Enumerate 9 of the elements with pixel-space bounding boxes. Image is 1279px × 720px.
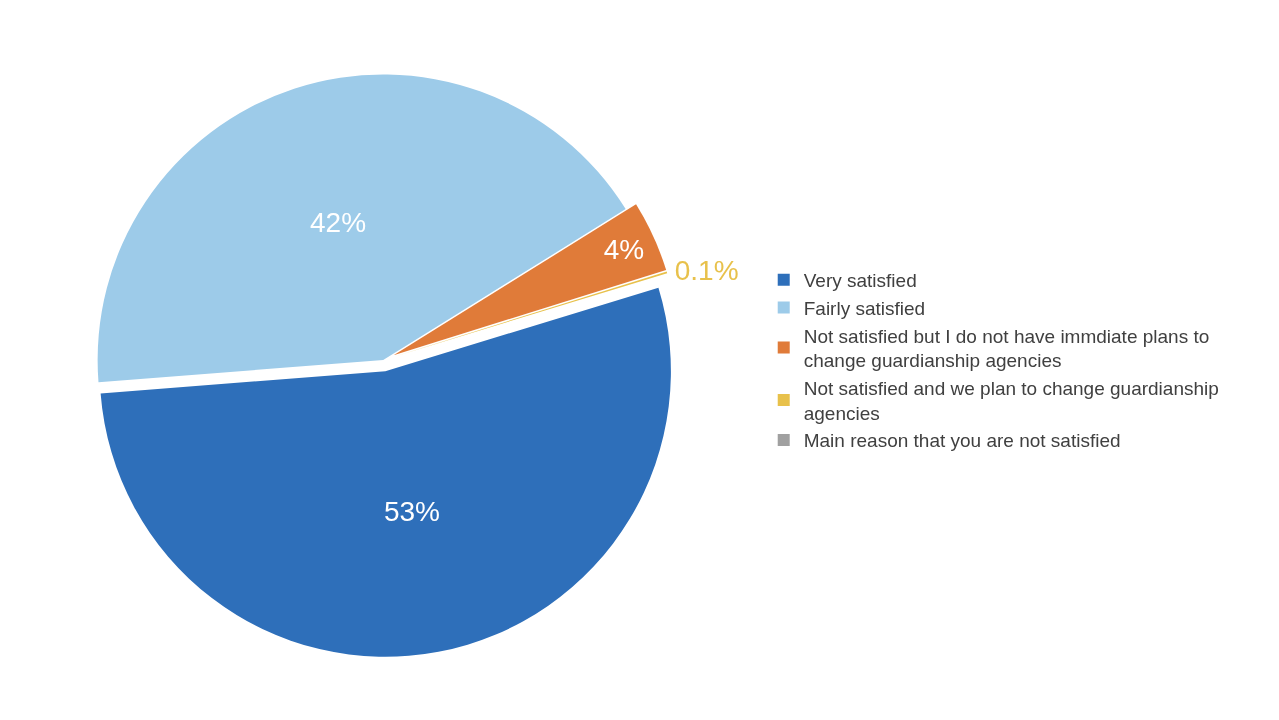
legend-label: Fairly satisfied xyxy=(803,297,926,319)
data-label: 42% xyxy=(309,206,367,238)
legend-label: Main reason that you are not satisfied xyxy=(803,430,1121,452)
legend-label: Not satisfied and we plan to change guardianship agencies xyxy=(803,378,1219,424)
data-label: 4% xyxy=(603,234,645,266)
data-label: 0.1% xyxy=(674,255,739,287)
legend-label: Very satisfied xyxy=(803,270,917,292)
legend-label: Not satisfied but I do not have immdiate plans to change guardianship agencies xyxy=(803,325,1210,372)
data-label: 53% xyxy=(383,496,440,528)
